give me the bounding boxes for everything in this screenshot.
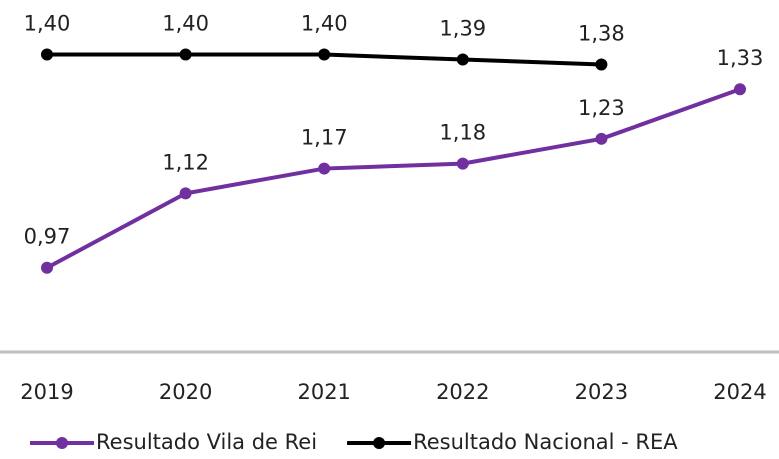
data-label: 1,17 (301, 126, 348, 150)
legend-label: Resultado Vila de Rei (96, 430, 317, 454)
data-label: 1,40 (162, 12, 209, 36)
data-point (456, 53, 469, 66)
data-point (318, 162, 331, 175)
legend-label: Resultado Nacional - REA (413, 430, 678, 454)
data-point (456, 157, 469, 170)
data-label: 1,33 (717, 46, 764, 70)
data-label: 1,40 (24, 12, 71, 36)
data-label: 1,12 (162, 150, 209, 174)
data-point (595, 58, 608, 71)
data-point (41, 48, 53, 61)
series-line (46, 87, 741, 270)
legend-marker (373, 437, 386, 449)
data-label: 1,23 (578, 96, 625, 120)
x-tick-label: 2020 (159, 380, 212, 404)
data-point (179, 187, 192, 200)
x-tick-label: 2021 (297, 380, 350, 404)
legend-marker (56, 437, 68, 449)
data-point (179, 48, 192, 61)
data-point (595, 132, 608, 145)
x-tick-label: 2024 (713, 380, 766, 404)
data-label: 1,40 (301, 12, 348, 36)
x-tick-label: 2023 (575, 380, 628, 404)
data-label: 1,18 (439, 121, 486, 145)
x-tick-label: 2022 (436, 380, 489, 404)
data-point (318, 48, 331, 61)
data-point (734, 83, 746, 96)
data-point (41, 261, 53, 274)
data-label: 1,38 (578, 21, 625, 45)
data-label: 0,97 (24, 225, 71, 249)
x-tick-label: 2019 (20, 380, 73, 404)
data-label: 1,39 (439, 16, 486, 40)
